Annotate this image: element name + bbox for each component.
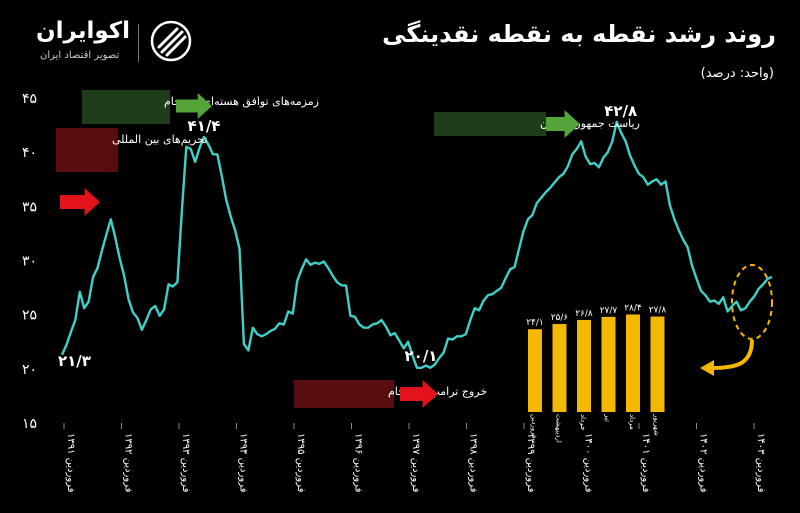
y-tick-label: ۴۰ — [22, 145, 37, 161]
x-tick-label: فروردین ۱۴۰۰ — [583, 433, 594, 493]
inset-category-label: اردیبهشت — [555, 414, 563, 443]
value-label-start: ۲۱/۳ — [58, 352, 91, 370]
arrow-right-red-icon — [60, 188, 100, 216]
inset-category-label: فروردین — [530, 414, 538, 438]
brand-tagline: تصویر اقتصاد ایران — [40, 50, 120, 61]
x-tick-label: فروردین ۱۳۹۸ — [468, 433, 479, 493]
arrow-right-red-icon — [400, 380, 438, 408]
inset-category-label: شهریور — [653, 413, 661, 436]
inset-bar-value: ۲۷/۷ — [600, 306, 618, 316]
inset-bar — [552, 324, 567, 412]
inset-bar — [601, 316, 616, 412]
label-sanctions-text: تحریم‌های بین المللی — [112, 133, 207, 146]
arrow-right-green-icon — [546, 110, 580, 138]
inset-bar — [528, 329, 542, 412]
x-tick-label: فروردین ۱۴۰۳ — [755, 433, 766, 493]
growth-series-line — [60, 120, 773, 369]
connector-curve — [711, 339, 754, 370]
x-tick-label: فروردین ۱۴۰۲ — [698, 433, 709, 493]
inset-bar — [577, 319, 591, 412]
inset-bar-value: ۲۷/۸ — [649, 306, 667, 316]
label-nuclear-deal-box — [82, 90, 170, 124]
label-trump-exit-box — [294, 380, 394, 408]
y-tick-label: ۲۵ — [22, 308, 37, 324]
inset-bar-value: ۲۵/۶ — [551, 313, 569, 323]
x-tick-label: فروردین ۱۳۹۴ — [238, 433, 249, 493]
inset-bar — [626, 314, 640, 412]
y-tick-label: ۳۰ — [22, 254, 37, 270]
growth-line-chart: ۴۵ ۴۰ ۳۵ ۳۰ ۲۵ ۲۰ ۱۵ فروردین ۱۳۹۱ فروردین ۱۳۹۲ فر… — [22, 91, 773, 493]
label-biden-box — [434, 112, 546, 136]
brand-name: اکوایران — [36, 18, 131, 44]
x-tick-label: فروردین ۱۳۹۵ — [295, 433, 306, 493]
inset-bar-value: ۲۴/۱ — [526, 318, 544, 328]
x-tick-label: فروردین ۱۳۹۱ — [65, 433, 76, 493]
inset-bar-value: ۲۶/۸ — [575, 309, 593, 319]
x-tick-label: فروردین ۱۳۹۲ — [123, 433, 134, 493]
logo-divider — [138, 24, 139, 62]
inset-category-label: مرداد — [628, 414, 636, 430]
brand-logo: اکوایران تصویر اقتصاد ایران — [14, 16, 214, 72]
highlight-ellipse — [731, 264, 773, 340]
label-sanctions-box — [56, 128, 118, 172]
x-tick-label: فروردین ۱۴۰۱ — [640, 433, 651, 493]
x-tick-label: فروردین ۱۳۹۷ — [410, 433, 421, 493]
arrow-right-green-icon — [176, 93, 212, 119]
connector-arrow-icon — [700, 360, 714, 376]
brand-mark-icon — [150, 20, 192, 62]
unit-label: (واحد: درصد) — [700, 66, 774, 81]
x-tick-label: فروردین ۱۳۹۹ — [525, 433, 536, 493]
y-tick-label: ۳۵ — [22, 199, 37, 215]
y-tick-label: ۴۵ — [22, 91, 37, 107]
value-label-peak-2: ۴۲/۸ — [604, 102, 637, 120]
value-label-trough: ۲۰/۱ — [405, 347, 438, 365]
x-tick-label: فروردین ۱۳۹۳ — [180, 433, 191, 493]
value-label-peak-1: ۴۱/۴ — [188, 117, 221, 135]
x-tick-label: فروردین ۱۳۹۶ — [353, 433, 364, 493]
y-tick-label: ۱۵ — [22, 416, 37, 432]
y-tick-label: ۲۰ — [22, 362, 37, 378]
inset-category-label: خرداد — [579, 414, 587, 430]
inset-bar — [650, 316, 665, 412]
inset-category-label: تیر — [604, 413, 612, 422]
inset-bar-chart: ۲۴/۱ فروردین ۲۵/۶ اردیبهشت ۲۶/۸ خرداد ۲۷/۷ تیر ۲… — [512, 264, 773, 443]
inset-bar-value: ۲۸/۴ — [624, 303, 642, 313]
chart-title: روند رشد نقطه به نقطه نقدینگی — [382, 20, 776, 48]
